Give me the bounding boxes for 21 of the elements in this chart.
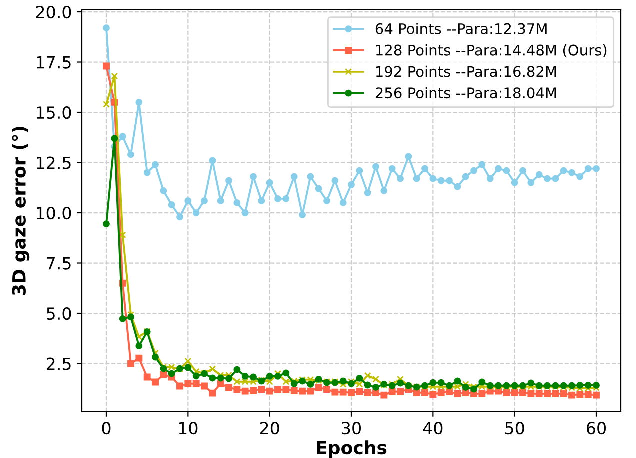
x-tick-label: 40 bbox=[423, 422, 443, 435]
y-tick-label: 2.5 bbox=[46, 358, 71, 370]
y-tick-label: 7.5 bbox=[47, 257, 71, 270]
x-axis-title: Epochs bbox=[317, 440, 387, 458]
y-tick-label: 17.5 bbox=[37, 56, 71, 69]
y-tick-label: 15.0 bbox=[37, 106, 72, 120]
x-tick-label: 10 bbox=[179, 422, 198, 435]
x-tick-label: 30 bbox=[342, 422, 361, 435]
y-tick-label: 20.0 bbox=[36, 6, 72, 19]
y-tick-label: 12.5 bbox=[37, 156, 71, 170]
legend-label: 128 Points --Para:14.48M (Ours) bbox=[376, 44, 607, 58]
legend-label: 256 Points --Para:18.04M bbox=[376, 87, 556, 99]
legend-label: 64 Points --Para:12.37M bbox=[376, 23, 547, 34]
x-tick-label: 0 bbox=[102, 422, 111, 435]
x-tick-label: 60 bbox=[587, 422, 606, 435]
x-tick-label: 50 bbox=[506, 422, 524, 435]
y-tick-label: 5.0 bbox=[47, 307, 72, 320]
x-tick-label: 20 bbox=[260, 422, 280, 435]
legend-label: 192 Points --Para:16.82M bbox=[376, 66, 556, 78]
y-axis-title: 3D gaze error (°) bbox=[12, 126, 30, 296]
y-tick-label: 10.0 bbox=[37, 206, 72, 220]
